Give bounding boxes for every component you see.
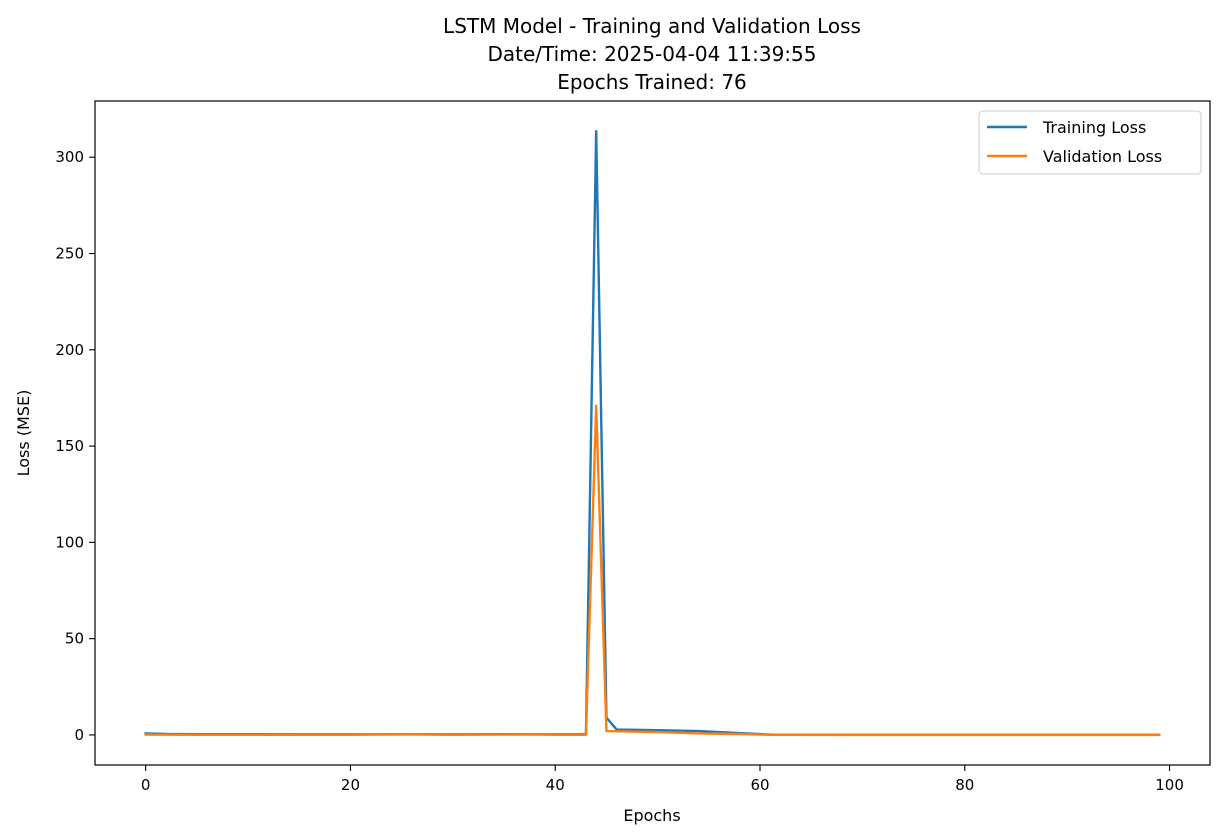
series-line-training-loss xyxy=(144,130,1161,736)
series-layer xyxy=(144,130,1161,737)
x-tick-label: 20 xyxy=(341,776,360,794)
chart-title-line-2: Date/Time: 2025-04-04 11:39:55 xyxy=(488,42,817,66)
legend-box xyxy=(978,110,1202,175)
plot-frame xyxy=(94,100,1211,766)
legend-label-validation-loss: Validation Loss xyxy=(1043,147,1162,166)
y-tick-label: 250 xyxy=(55,245,84,263)
chart-title: LSTM Model - Training and Validation Los… xyxy=(443,14,861,94)
legend-label-training-loss: Training Loss xyxy=(1042,118,1146,137)
y-tick-label: 300 xyxy=(55,148,84,166)
y-tick-label: 0 xyxy=(74,726,84,744)
y-axis-label: Loss (MSE) xyxy=(14,390,33,477)
y-tick-label: 50 xyxy=(65,630,84,648)
y-tick-label: 150 xyxy=(55,437,84,455)
x-tick-label: 40 xyxy=(546,776,565,794)
x-axis-label: Epochs xyxy=(623,806,680,825)
series-line-validation-loss xyxy=(144,404,1161,737)
x-axis-ticks: 0 20 40 60 80 100 xyxy=(141,765,1184,794)
x-tick-label: 60 xyxy=(750,776,769,794)
y-tick-label: 200 xyxy=(55,341,84,359)
legend: Training Loss Validation Loss xyxy=(978,110,1202,175)
chart-title-line-1: LSTM Model - Training and Validation Los… xyxy=(443,14,861,38)
y-tick-label: 100 xyxy=(55,533,84,551)
x-tick-label: 0 xyxy=(141,776,151,794)
chart-title-line-3: Epochs Trained: 76 xyxy=(557,70,747,94)
x-tick-label: 80 xyxy=(955,776,974,794)
x-tick-label: 100 xyxy=(1155,776,1184,794)
y-axis-ticks: 0 50 100 150 200 250 300 xyxy=(55,148,95,744)
